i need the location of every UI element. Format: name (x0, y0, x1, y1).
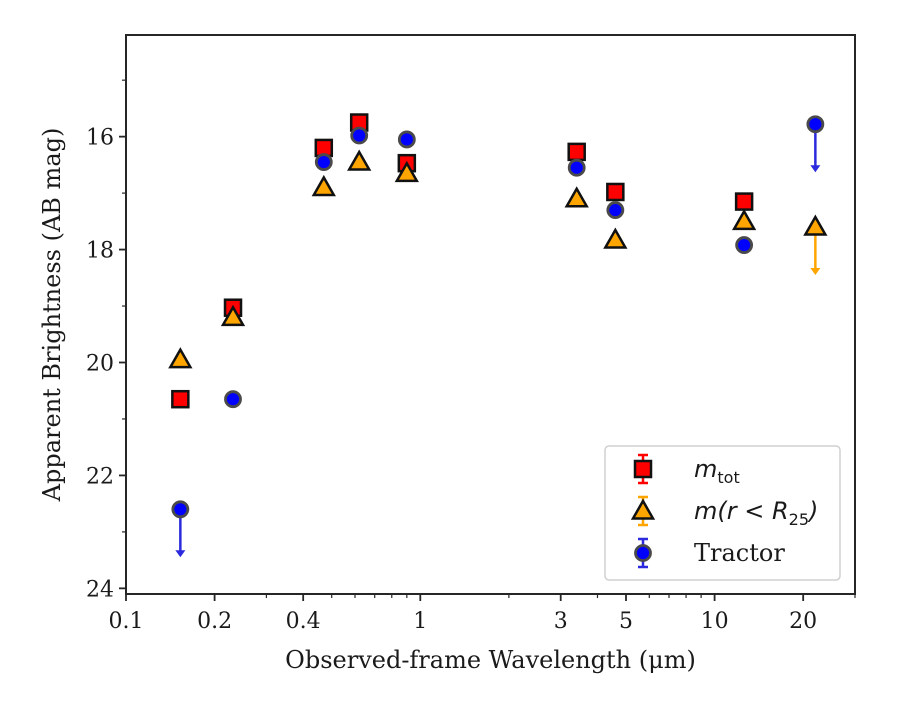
x-tick-label: 10 (701, 609, 729, 634)
data-point-circle (350, 126, 369, 145)
data-point-circle (606, 201, 625, 219)
data-point-triangle (394, 160, 419, 183)
data-point-circle (397, 130, 416, 149)
data-point-triangle (311, 174, 336, 197)
data-point-triangle (220, 304, 246, 327)
legend-label-paren: (r < R (717, 497, 788, 525)
upper-limit-arrow-head (175, 550, 186, 558)
legend-marker-square (633, 459, 653, 479)
data-point-circle (171, 500, 190, 519)
legend-marker-triangle (630, 498, 656, 520)
x-tick-label: 3 (554, 609, 568, 634)
y-tick-label: 16 (86, 126, 114, 151)
data-point-circle (314, 153, 333, 171)
y-tick-label: 24 (86, 577, 114, 602)
series-triangle (168, 149, 828, 369)
data-point-triangle (731, 208, 757, 231)
legend-label-base: m (694, 497, 717, 525)
data-point-triangle (803, 214, 828, 236)
x-tick-label: 20 (789, 609, 817, 634)
x-axis-label: Observed-frame Wavelength (μm) (285, 646, 696, 674)
legend-marker-circle (634, 544, 652, 562)
series-circle (171, 115, 825, 558)
data-point-square (734, 192, 754, 211)
legend-label-close: ) (807, 497, 818, 525)
x-tick-label: 5 (619, 609, 633, 634)
plot-frame (125, 34, 856, 595)
y-tick-label: 18 (86, 239, 114, 264)
y-tick-label: 20 (86, 351, 114, 376)
axis-ticks: 0.1 0.2 0.4 1 3 5 10 20 16 18 20 22 24 (86, 79, 856, 634)
data-point-triangle (347, 149, 372, 171)
x-tick-label: 1 (413, 609, 427, 634)
x-tick-label: 0.2 (197, 609, 232, 634)
data-point-circle (224, 390, 242, 409)
data-marks (168, 113, 828, 558)
data-point-square (171, 389, 190, 409)
data-point-square (606, 182, 625, 202)
data-point-circle (806, 115, 825, 134)
legend-box (604, 445, 841, 581)
legend-label-subscript: 25 (789, 510, 809, 529)
upper-limit-arrow-head (810, 267, 821, 275)
legend-label-base: Tractor (694, 539, 785, 567)
data-point-circle (735, 236, 754, 254)
legend-label: mtot (694, 455, 740, 487)
x-tick-label: 0.4 (286, 609, 321, 634)
legend-label-base: m (694, 455, 717, 483)
upper-limit-arrow-head (810, 165, 821, 173)
y-axis-label: Apparent Brightness (AB mag) (38, 128, 66, 503)
data-point-triangle (168, 347, 193, 369)
legend-label-subscript: tot (717, 468, 739, 487)
x-tick-label: 0.1 (109, 609, 144, 634)
series-square (171, 113, 754, 409)
legend-label: m(r < R25) (694, 497, 818, 529)
data-point-triangle (564, 186, 589, 208)
y-tick-label: 22 (86, 464, 114, 489)
data-point-circle (567, 158, 586, 177)
data-point-triangle (603, 227, 628, 249)
data-point-square (567, 142, 586, 162)
legend-label: Tractor (694, 539, 785, 567)
